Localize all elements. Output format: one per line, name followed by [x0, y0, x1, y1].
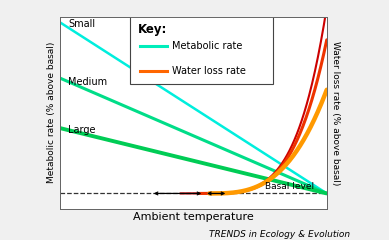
Text: Water loss rate: Water loss rate [172, 66, 246, 76]
Text: Small: Small [68, 19, 95, 30]
Text: Basal level: Basal level [265, 181, 315, 191]
Y-axis label: Metabolic rate (% above basal): Metabolic rate (% above basal) [47, 42, 56, 184]
Y-axis label: Water loss rate (% above basal): Water loss rate (% above basal) [331, 41, 340, 185]
Text: Medium: Medium [68, 77, 107, 87]
Text: Metabolic rate: Metabolic rate [172, 41, 243, 51]
Text: Key:: Key: [138, 23, 167, 36]
Text: TRENDS in Ecology & Evolution: TRENDS in Ecology & Evolution [209, 230, 350, 239]
FancyBboxPatch shape [130, 15, 273, 84]
X-axis label: Ambient temperature: Ambient temperature [133, 212, 254, 222]
Text: Large: Large [68, 125, 96, 135]
